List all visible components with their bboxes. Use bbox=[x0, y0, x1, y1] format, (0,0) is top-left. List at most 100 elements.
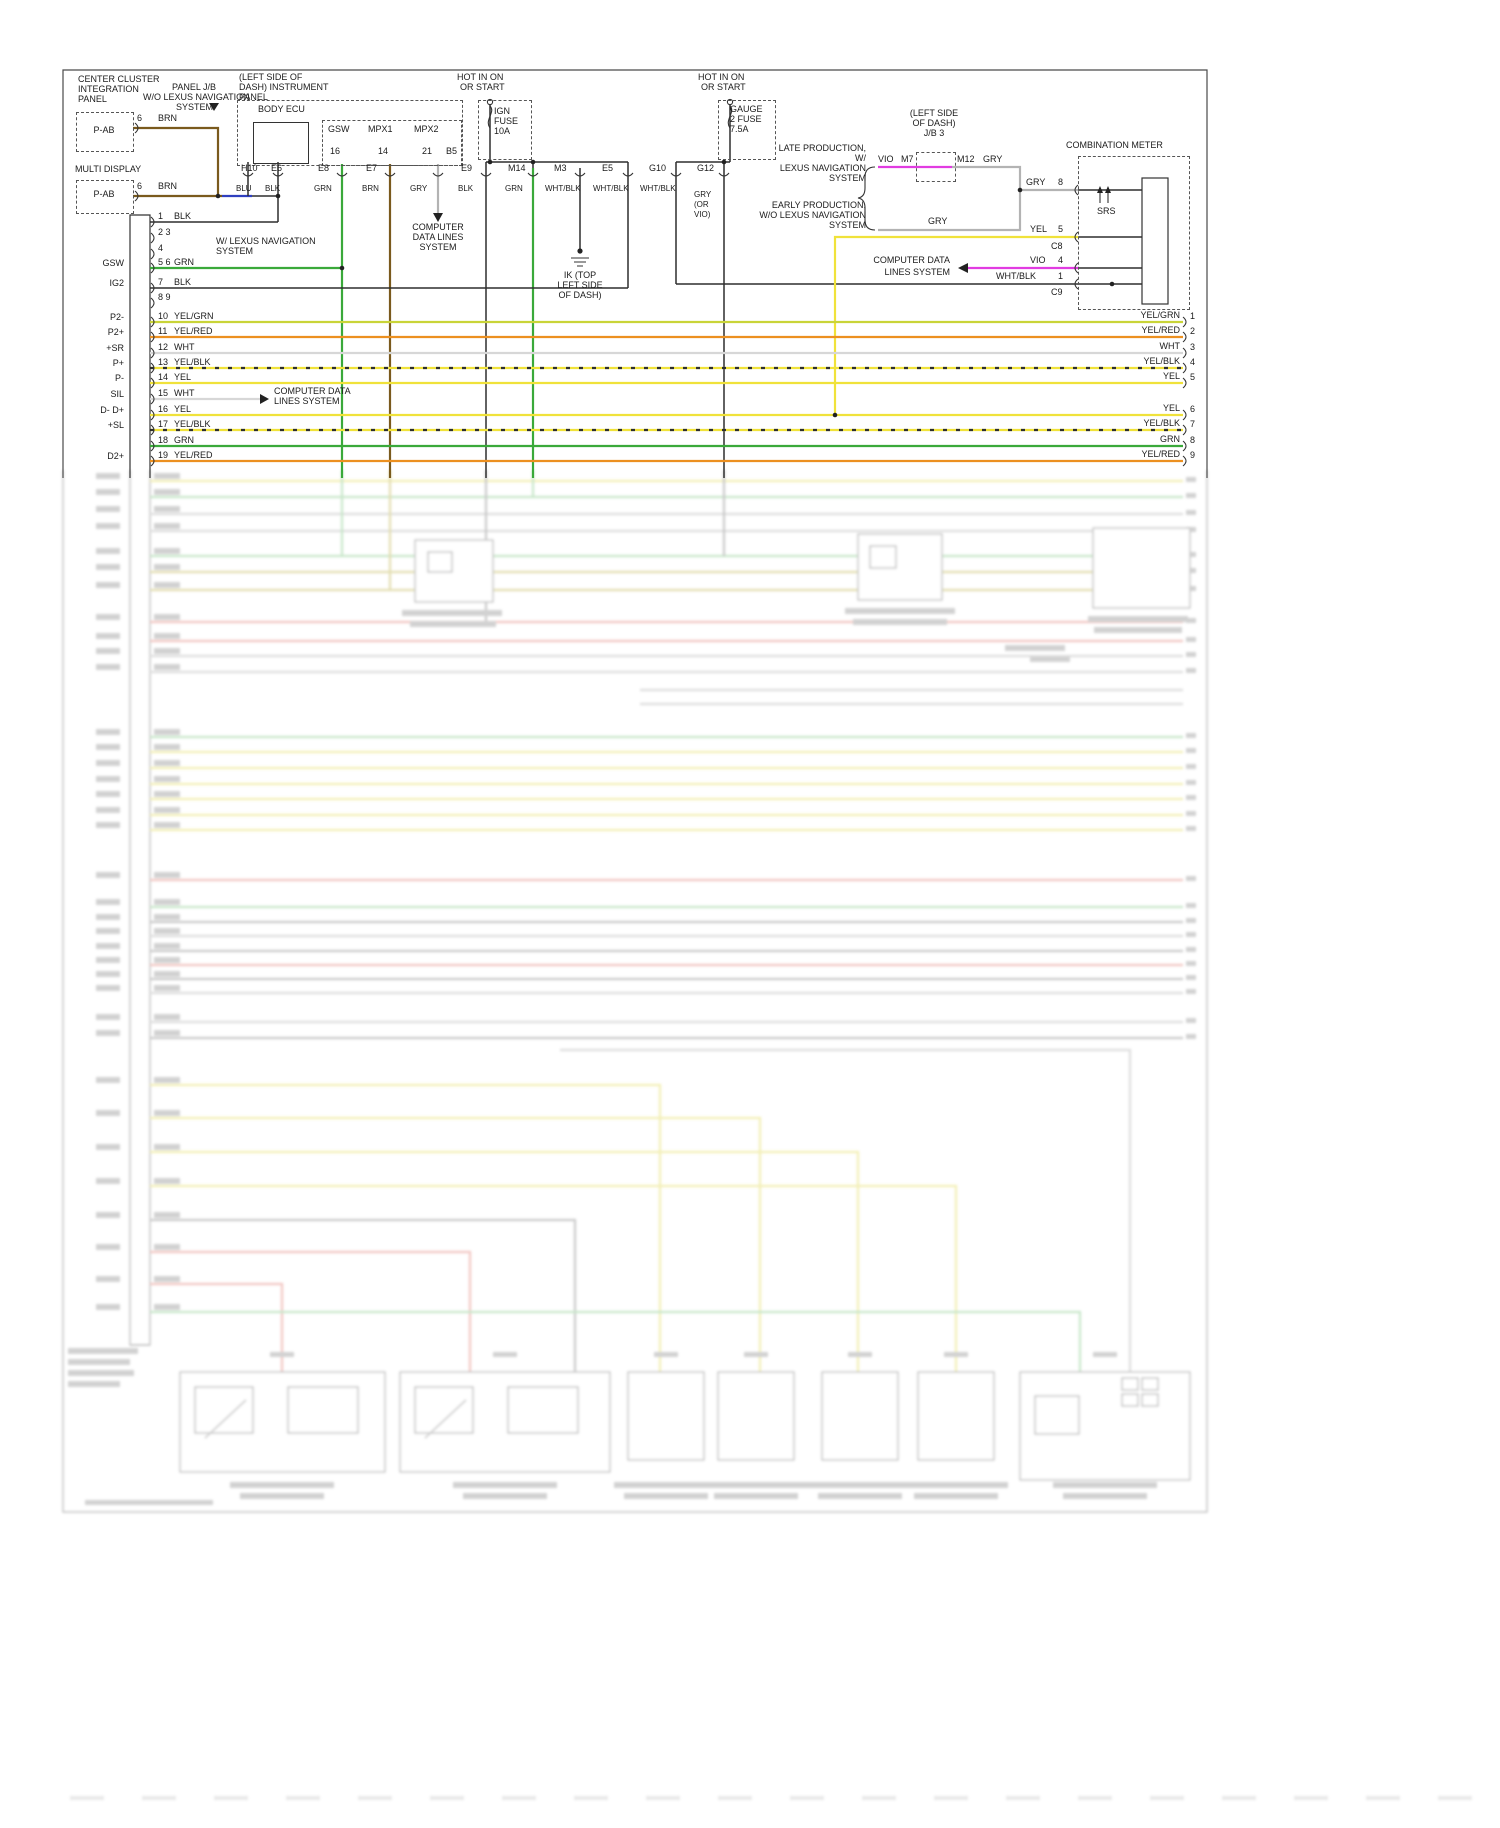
right-wire-color: YEL/BLK bbox=[1143, 356, 1180, 366]
body-ecu-block bbox=[253, 122, 309, 164]
pin-number: 10 bbox=[158, 311, 169, 321]
late-production-label-1: LATE PRODUCTION, bbox=[778, 143, 866, 153]
pin-number: 13 bbox=[158, 357, 169, 367]
connector-id: G10 bbox=[649, 163, 667, 173]
signal-label: D2+ bbox=[107, 451, 124, 461]
pin-number: 12 bbox=[158, 342, 169, 352]
meter-c8-label: C8 bbox=[1051, 241, 1063, 251]
meter-pin1-color: WHT/BLK bbox=[996, 271, 1037, 281]
signal-label: IG2 bbox=[109, 278, 124, 288]
mpx1-label: MPX1 bbox=[368, 124, 393, 134]
pab-connector-box-1 bbox=[76, 112, 134, 152]
wire-color-label: YEL/GRN bbox=[174, 311, 214, 321]
ign-fuse-label-1: IGN bbox=[494, 106, 511, 116]
vio-wire-label: VIO bbox=[878, 154, 894, 164]
right-pin-number: 4 bbox=[1190, 357, 1196, 367]
meter-pin4-color: VIO bbox=[1030, 255, 1046, 265]
signal-label: +SL bbox=[107, 420, 124, 430]
ecu-pin-21: 21 bbox=[422, 146, 433, 156]
gry-wire-label-2: GRY bbox=[928, 216, 948, 226]
ecu-wire-color: (OR bbox=[694, 200, 709, 209]
connector-id: E5 bbox=[602, 163, 614, 173]
brn-wire-label-1: BRN bbox=[158, 113, 178, 123]
right-pin-number: 5 bbox=[1190, 372, 1196, 382]
pin-number: 16 bbox=[158, 404, 169, 414]
gsw-label: GSW bbox=[328, 124, 350, 134]
signal-label: +SR bbox=[106, 343, 124, 353]
connector-id: E8 bbox=[318, 163, 330, 173]
right-pin-number: 6 bbox=[1190, 404, 1196, 414]
right-wire-color: YEL bbox=[1162, 403, 1180, 413]
left-arrow-icon bbox=[958, 263, 968, 273]
jb3-label-2: OF DASH) bbox=[912, 118, 956, 128]
right-wire-color: YEL/RED bbox=[1141, 325, 1180, 335]
pab-pin-1: 6 bbox=[137, 113, 143, 123]
ecu-wire-color: GRY bbox=[694, 190, 712, 199]
ecu-wire-color: WHT/BLK bbox=[640, 184, 676, 193]
pin-number: 14 bbox=[158, 372, 169, 382]
w-nav-label-1: W/ LEXUS NAVIGATION bbox=[216, 236, 316, 246]
wire-color-label: WHT bbox=[174, 388, 195, 398]
srs-label: SRS bbox=[1097, 206, 1116, 216]
wo-nav-label-1: W/O LEXUS NAVIGATION bbox=[143, 92, 250, 102]
computer-data-lines-left-1: COMPUTER DATA bbox=[274, 386, 351, 396]
ground-ik-label-3: OF DASH) bbox=[558, 290, 602, 300]
pab-pin-2: 6 bbox=[137, 181, 143, 191]
center-cluster-label-3: PANEL bbox=[78, 94, 107, 104]
right-pin-number: 9 bbox=[1190, 450, 1196, 460]
pab-label-1: P-AB bbox=[93, 125, 115, 135]
pab-connector-box-2 bbox=[76, 180, 134, 214]
meter-pin8-num: 8 bbox=[1058, 177, 1064, 187]
pin-number: 19 bbox=[158, 450, 169, 460]
hot-in-on-label-1a: HOT IN ON bbox=[457, 72, 504, 82]
meter-c9-label: C9 bbox=[1051, 287, 1063, 297]
ign-fuse-box bbox=[478, 100, 532, 160]
jb3-label-3: J/B 3 bbox=[923, 128, 945, 138]
ecu-wire-color: BLK bbox=[458, 184, 474, 193]
ecu-wire-color: GRN bbox=[314, 184, 332, 193]
pin-number: 8 9 bbox=[158, 292, 171, 302]
computer-data-lines-left-2: LINES SYSTEM bbox=[274, 396, 340, 406]
ground-ik-label-2: LEFT SIDE bbox=[557, 280, 603, 290]
ground-ik-label-1: IK (TOP bbox=[563, 270, 597, 280]
right-arrow-icon bbox=[260, 394, 269, 404]
early-production-label-2: W/O LEXUS NAVIGATION bbox=[759, 210, 866, 220]
pin-number: 1 bbox=[158, 211, 164, 221]
m12-connector-label: M12 bbox=[957, 154, 975, 164]
pin-number: 7 bbox=[158, 277, 164, 287]
pab-label-2: P-AB bbox=[93, 189, 115, 199]
gauge-fuse-label-2: 2 FUSE bbox=[730, 114, 762, 124]
connector-id: M3 bbox=[554, 163, 567, 173]
computer-data-lines-mid-2: DATA LINES bbox=[412, 232, 464, 242]
pin-number: 4 bbox=[158, 243, 164, 253]
ecu-wire-color: BLK bbox=[265, 184, 281, 193]
mpx2-label: MPX2 bbox=[414, 124, 439, 134]
gauge-fuse-box bbox=[718, 100, 776, 160]
connector-id: E9 bbox=[461, 163, 473, 173]
right-pin-number: 3 bbox=[1190, 342, 1196, 352]
hot-in-on-label-2b: OR START bbox=[701, 82, 746, 92]
early-production-label-1: EARLY PRODUCTION, bbox=[771, 200, 866, 210]
signal-label: P2- bbox=[109, 312, 124, 322]
m7-connector-label: M7 bbox=[901, 154, 914, 164]
gry-wire-label-1: GRY bbox=[983, 154, 1003, 164]
combination-meter-box bbox=[1078, 156, 1190, 310]
ecu-pin-b5: B5 bbox=[446, 146, 458, 156]
ecu-wire-color: GRY bbox=[410, 184, 428, 193]
signal-label: GSW bbox=[102, 258, 125, 268]
computer-data-lines-mid-1: COMPUTER bbox=[412, 222, 464, 232]
late-production-label-4: SYSTEM bbox=[828, 173, 866, 183]
right-pin-number: 7 bbox=[1190, 419, 1196, 429]
down-arrow-icon bbox=[433, 213, 443, 222]
signal-label: SIL bbox=[110, 389, 124, 399]
connector-id: M14 bbox=[508, 163, 526, 173]
pin-number: 17 bbox=[158, 419, 169, 429]
late-production-label-3: LEXUS NAVIGATION bbox=[779, 163, 866, 173]
pin-number: 2 3 bbox=[158, 227, 171, 237]
wire-color-label: YEL bbox=[174, 372, 192, 382]
wo-nav-label-2: SYSTEM bbox=[176, 102, 214, 112]
wire-color-label: GRN bbox=[174, 435, 194, 445]
